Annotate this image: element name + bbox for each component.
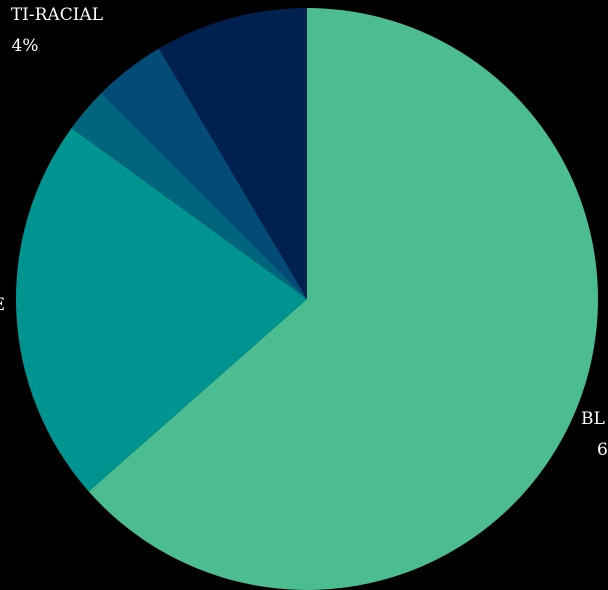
slice-value-multi-racial: 4% bbox=[12, 36, 39, 56]
pie-slice-0 bbox=[88, 8, 598, 590]
slice-value-bl: 6 bbox=[597, 440, 608, 460]
pie-slice-2 bbox=[71, 93, 308, 299]
labels-layer: BL 6 E TI-RACIAL 4% bbox=[0, 5, 608, 460]
slice-label-bl: BL bbox=[581, 409, 605, 429]
pie-slice-3 bbox=[101, 48, 307, 299]
pie-slice-1 bbox=[16, 127, 308, 492]
slices-layer bbox=[16, 8, 598, 590]
slice-label-multi-racial: TI-RACIAL bbox=[11, 5, 103, 25]
pie-slice-4 bbox=[158, 8, 307, 299]
slice-label-e: E bbox=[0, 295, 5, 315]
